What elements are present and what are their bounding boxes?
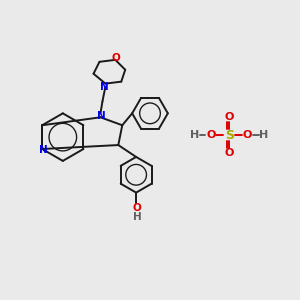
Text: N: N (39, 145, 48, 155)
Text: O: O (225, 112, 234, 122)
Text: H: H (259, 130, 268, 140)
Text: N: N (100, 82, 109, 92)
Text: O: O (207, 130, 216, 140)
Text: N: N (97, 111, 106, 121)
Text: O: O (242, 130, 252, 140)
Text: O: O (112, 53, 121, 63)
Text: H: H (133, 212, 142, 222)
Text: S: S (225, 129, 234, 142)
Text: O: O (225, 148, 234, 158)
Text: O: O (133, 203, 142, 214)
Text: H: H (190, 130, 199, 140)
